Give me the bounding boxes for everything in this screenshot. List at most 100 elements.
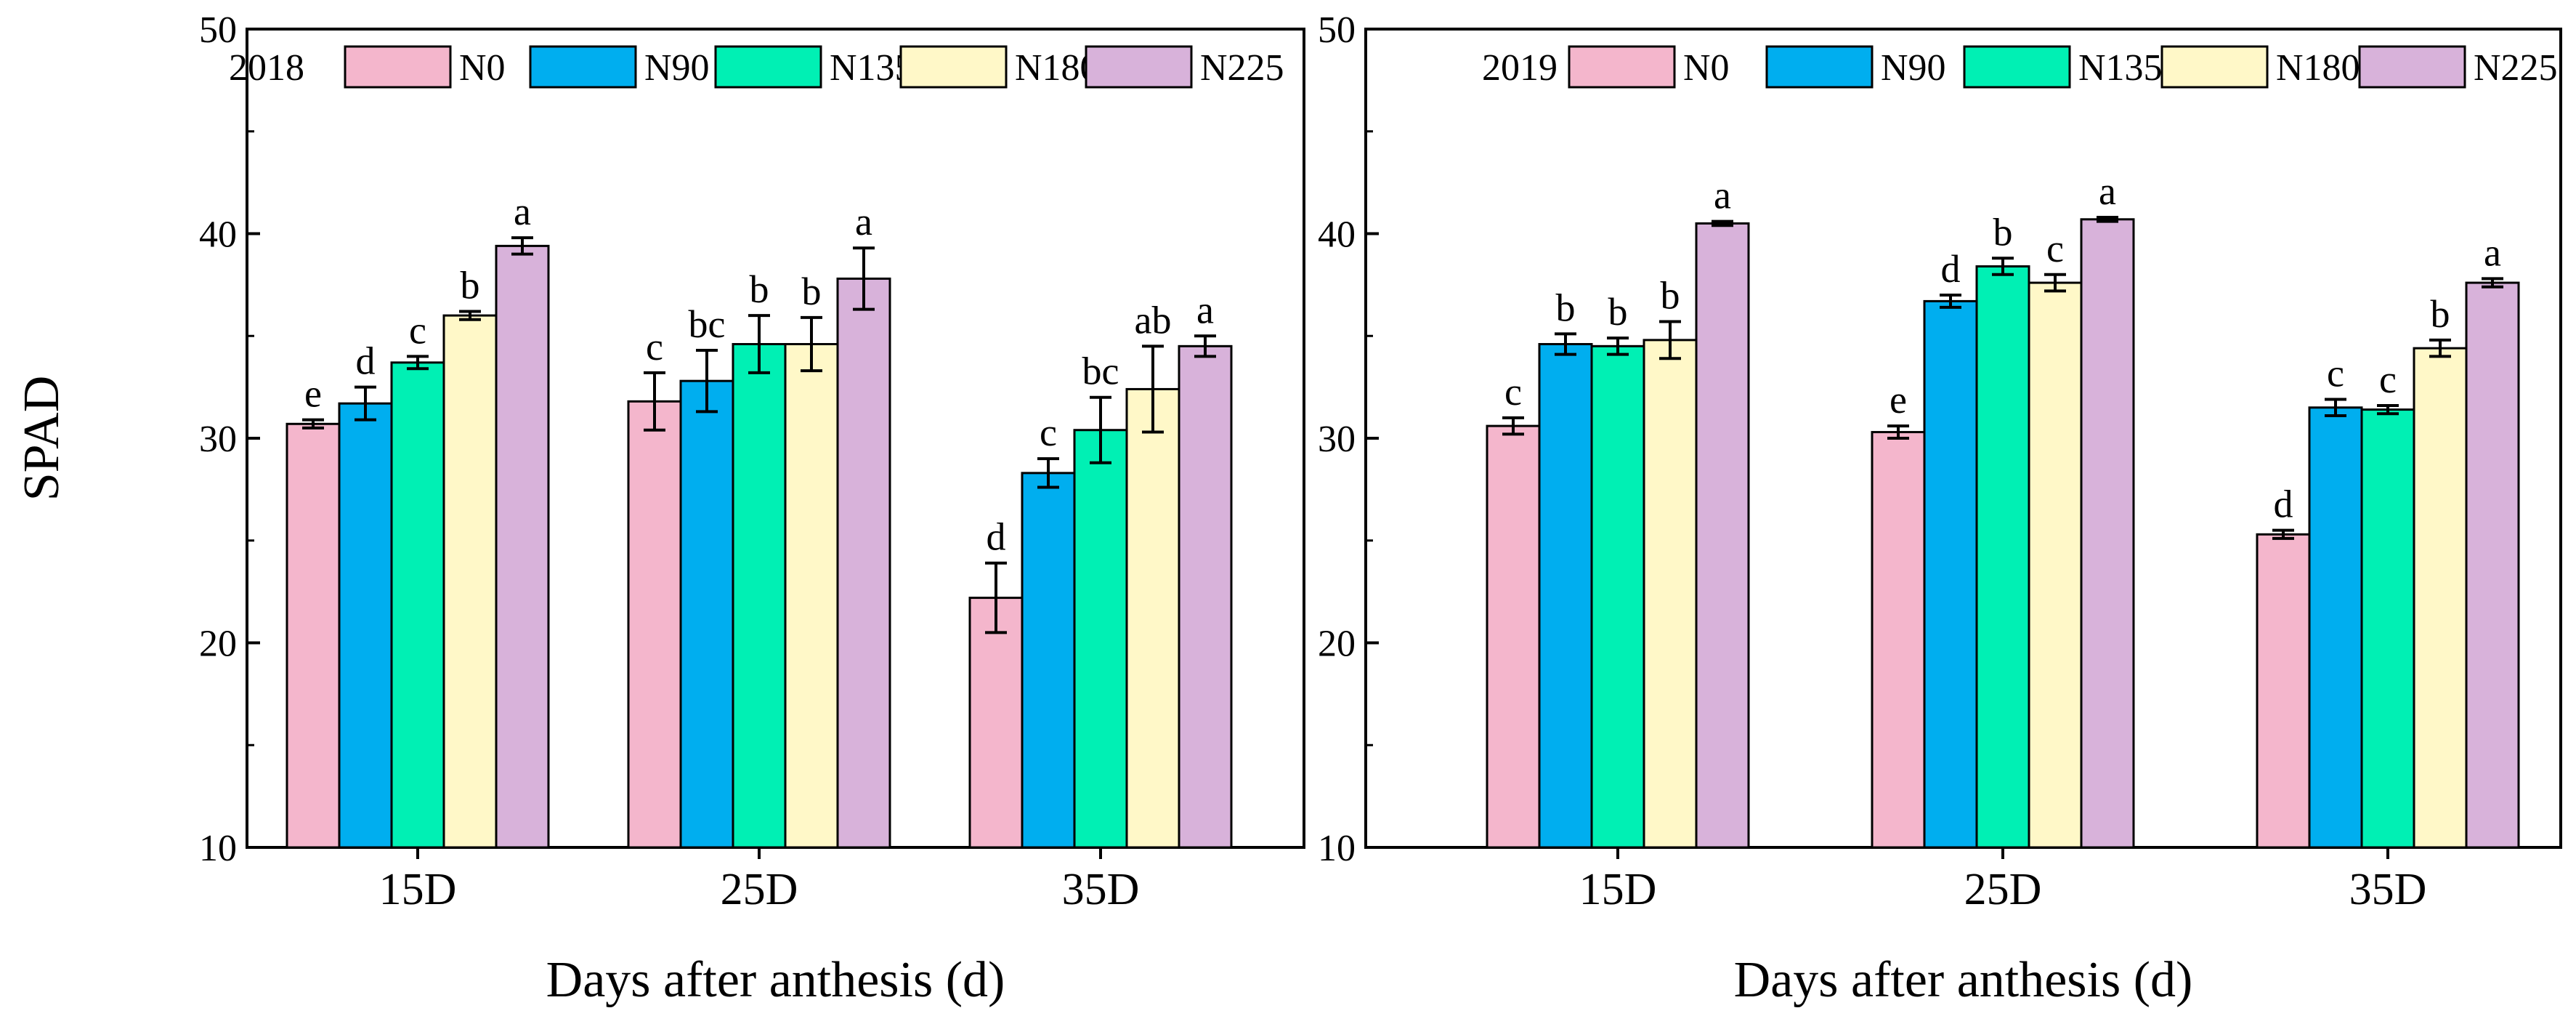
significance-letter: d [1941,247,1961,291]
bar-N225-25D [2080,218,2135,849]
bar-N180-25D [2028,281,2083,849]
legend-label-N90: N90 [1881,47,1946,89]
legend-swatch-N225 [1085,45,1193,89]
x-axis-label: Days after anthesis (d) [1734,952,2193,1008]
x-tick-label: 15D [1579,865,1657,914]
y-axis-label: SPAD [14,376,70,501]
legend-label-N135: N135 [2078,47,2163,89]
bar-N0-35D [2256,533,2311,849]
significance-letter: b [461,263,480,307]
significance-letter: a [855,200,872,243]
legend-swatch-N90 [529,45,637,89]
significance-letter: c [2046,227,2064,270]
bar-N90-15D [1538,343,1593,849]
bar-N180-15D [1643,339,1698,849]
bar-N225-35D [1178,344,1233,849]
significance-letter: b [1993,210,2013,254]
y-tick-label: 50 [199,9,237,51]
bar-N135-35D [2360,408,2415,849]
significance-letter: a [1196,288,1214,331]
x-tick-label: 25D [1964,865,2042,914]
x-tick-label: 25D [721,865,798,914]
bar-N225-35D [2465,281,2520,849]
x-tick-label: 35D [1062,865,1140,914]
bar-N0-15D [1486,424,1541,849]
bar-N90-35D [2308,406,2363,849]
y-tick-label: 20 [1318,624,1356,665]
significance-letter: e [1890,378,1907,422]
significance-letter: b [1608,290,1628,334]
legend-label-N0: N0 [1683,47,1730,89]
legend-label-N180: N180 [2276,47,2360,89]
legend-label-N225: N225 [2474,47,2558,89]
y-tick-label: 30 [1318,419,1356,460]
y-tick-label: 40 [199,214,237,256]
significance-letter: a [2099,169,2116,213]
panel-year-label: 2019 [1482,47,1558,89]
bar-N180-35D [2413,347,2468,849]
legend-swatch-N225 [2358,45,2466,89]
legend-swatch-N180 [2160,45,2269,89]
legend: N0 N90 N135 N180 N225 [1568,45,2558,89]
significance-letter: a [514,190,531,233]
y-tick-label: 10 [199,828,237,869]
y-tick-label: 20 [199,624,237,665]
significance-letter: d [356,339,376,383]
bar-N135-25D [1975,265,2030,849]
significance-letter: bc [1082,350,1119,393]
bar-N0-15D [285,422,341,849]
y-tick-label: 10 [1318,828,1356,869]
significance-letter: c [1504,370,1522,414]
legend-label-N0: N0 [459,47,506,89]
significance-letter: c [409,308,426,352]
legend: N0 N90 N135 N180 N225 [344,45,1284,89]
bar-N180-15D [442,314,498,849]
bar-N225-25D [836,277,891,849]
legend-swatch-N135 [714,45,822,89]
bar-N90-35D [1021,472,1076,849]
bar-N180-25D [784,343,839,849]
significance-letter: e [304,372,322,416]
bar-N135-25D [732,343,787,849]
bar-N135-15D [1590,344,1645,849]
significance-letter: d [987,515,1006,559]
significance-letter: ab [1135,298,1172,342]
x-tick-label: 35D [2349,865,2427,914]
significance-letter: c [2327,352,2344,395]
significance-letter: a [1714,174,1731,217]
legend-swatch-N90 [1765,45,1874,89]
bar-N225-15D [1695,222,1750,849]
significance-letter: b [802,270,822,313]
x-axis-label: Days after anthesis (d) [546,952,1005,1008]
bar-N225-15D [495,244,550,849]
panel-year-label: 2018 [229,47,304,89]
legend-label-N225: N225 [1200,47,1284,89]
legend-swatch-N0 [344,45,452,89]
bar-N90-25D [679,379,734,849]
legend-swatch-N135 [1963,45,2071,89]
significance-letter: b [750,267,769,311]
significance-letter: c [646,325,663,368]
bar-N0-35D [968,597,1024,849]
legend-swatch-N180 [899,45,1008,89]
y-tick-label: 40 [1318,214,1356,256]
x-tick-label: 15D [379,865,457,914]
significance-letter: a [2484,230,2501,274]
significance-letter: b [1661,274,1680,318]
y-tick-label: 30 [199,419,237,460]
legend-swatch-N0 [1568,45,1676,89]
bar-N0-25D [627,400,682,849]
significance-letter: c [1040,411,1057,454]
y-tick-label: 50 [1318,9,1356,51]
legend-label-N135: N135 [830,47,914,89]
bar-N180-35D [1125,387,1180,849]
bar-N135-35D [1073,429,1128,849]
bar-N135-15D [390,361,445,849]
bar-N90-15D [338,402,393,849]
bar-N90-25D [1923,299,1978,849]
significance-letter: d [2274,483,2293,526]
